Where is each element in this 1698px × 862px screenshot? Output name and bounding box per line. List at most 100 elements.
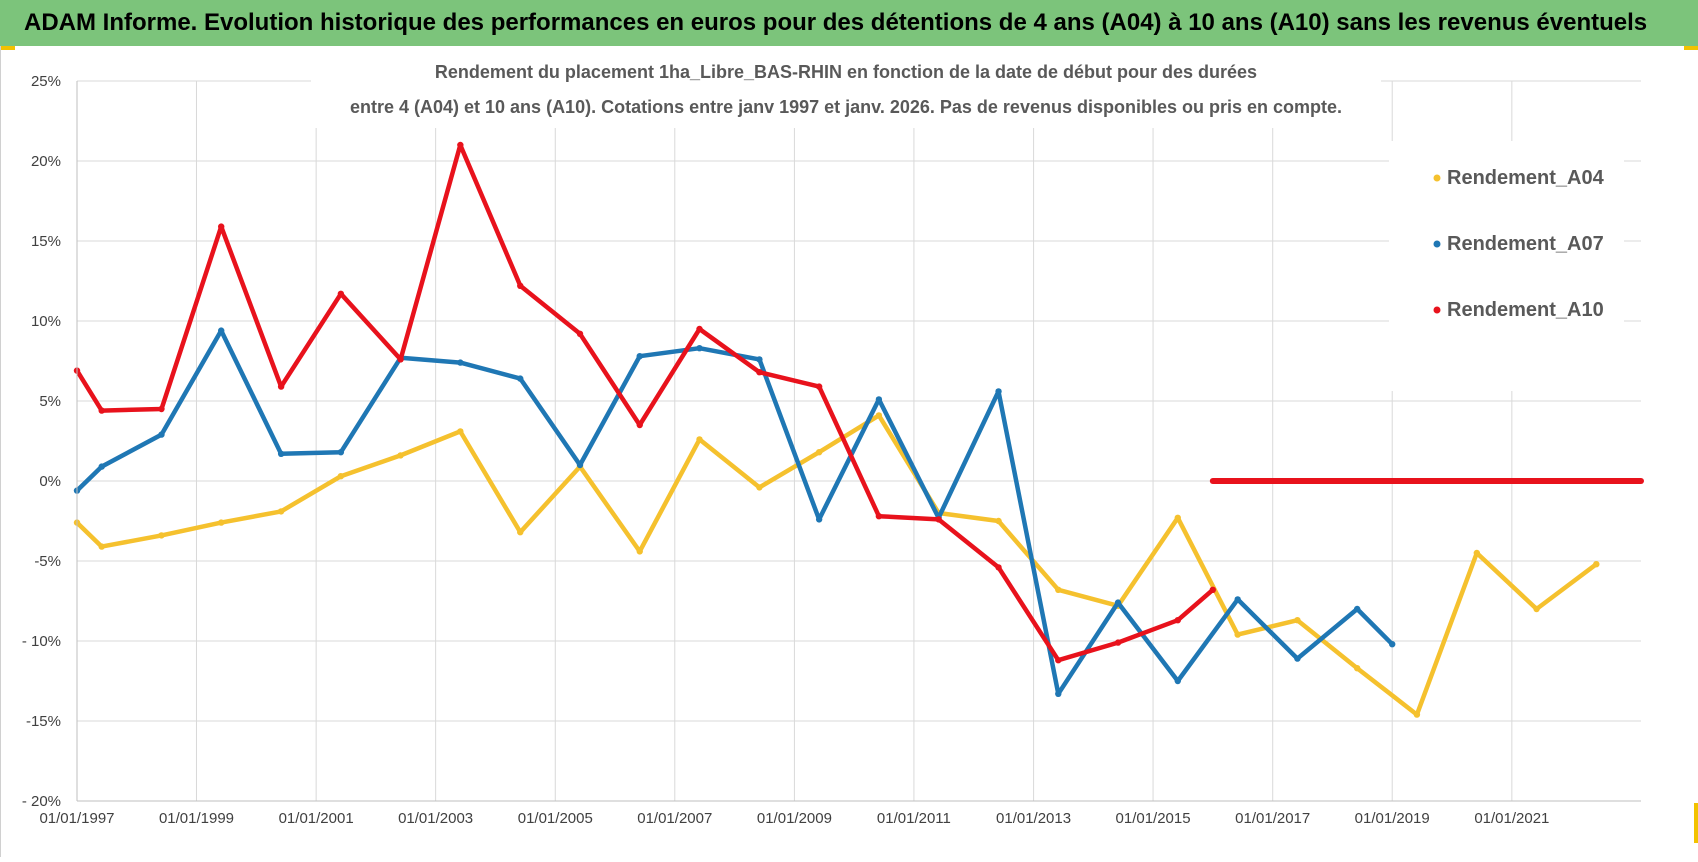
series-lines	[73, 141, 1644, 718]
axes: 25%20%15%10%5%0%-5%- 10%-15%- 20%01/01/1…	[22, 73, 1641, 827]
data-point-rendement-a04	[1413, 711, 1421, 718]
chart-title-line: entre 4 (A04) et 10 ans (A10). Cotations…	[350, 97, 1342, 117]
data-point-rendement-a10	[337, 290, 345, 297]
data-point-rendement-a04	[696, 436, 703, 443]
data-point-rendement-a07	[875, 396, 883, 403]
banner-title: ADAM Informe. Evolution historique des p…	[24, 9, 1648, 36]
data-point-rendement-a07	[576, 461, 584, 469]
data-point-rendement-a04	[875, 412, 883, 419]
x-tick-label: 01/01/1999	[159, 810, 234, 827]
data-point-rendement-a10	[277, 383, 285, 390]
data-point-rendement-a04	[1473, 549, 1481, 557]
data-point-rendement-a10	[935, 516, 942, 523]
data-point-rendement-a07	[995, 388, 1002, 395]
corner-marker-bottom-right	[1694, 803, 1698, 843]
legend-marker	[1433, 174, 1441, 182]
data-point-rendement-a04	[397, 452, 404, 459]
data-point-rendement-a07	[756, 356, 763, 363]
data-point-rendement-a04	[218, 519, 225, 526]
data-point-rendement-a10	[1114, 639, 1122, 646]
y-tick-label: 25%	[31, 73, 61, 90]
data-point-rendement-a10	[756, 369, 763, 376]
legend-marker	[1433, 306, 1441, 314]
chart-title-line: Rendement du placement 1ha_Libre_BAS-RHI…	[435, 62, 1257, 82]
data-point-rendement-a07	[1294, 655, 1301, 662]
data-point-rendement-a10	[815, 383, 823, 390]
data-point-rendement-a10	[98, 407, 105, 414]
data-point-rendement-a07	[1234, 596, 1241, 603]
legend: Rendement_A04 Rendement_A07 Rendement_A10	[1389, 141, 1624, 391]
chart-frame: 25% 20% 15% 10% 5% 0% -5% - 10% -15% - 20% 01/01/1…	[0, 46, 1698, 857]
data-point-rendement-a07	[636, 353, 643, 360]
legend-marker	[1433, 240, 1441, 248]
data-point-rendement-a10	[696, 325, 703, 333]
y-tick-label: -15%	[26, 713, 61, 730]
data-point-rendement-a07	[696, 345, 703, 352]
data-point-rendement-a10	[1174, 617, 1181, 624]
data-point-rendement-a04	[457, 428, 464, 435]
y-tick-label: 0%	[39, 473, 61, 490]
x-tick-label: 01/01/2019	[1355, 810, 1430, 827]
corner-marker-top-left	[1, 46, 15, 50]
series-line-rendement-a07	[74, 328, 1395, 697]
legend-label: Rendement_A04	[1447, 167, 1605, 189]
x-tick-label: 01/01/2001	[279, 810, 354, 827]
data-point-rendement-a04	[636, 548, 643, 555]
data-point-rendement-a10	[457, 141, 464, 149]
data-point-rendement-a04	[1353, 665, 1361, 672]
data-point-rendement-a10	[1055, 657, 1062, 664]
data-point-rendement-a04	[815, 449, 823, 456]
y-tick-label: 10%	[31, 313, 61, 330]
data-point-rendement-a07	[98, 463, 105, 470]
data-point-rendement-a10	[995, 564, 1002, 571]
data-point-rendement-a04	[1294, 617, 1301, 624]
data-point-rendement-a04	[98, 543, 105, 550]
x-tick-label: 01/01/2005	[518, 810, 593, 827]
data-point-rendement-a07	[1055, 690, 1062, 697]
data-point-rendement-a10	[158, 405, 165, 413]
data-point-rendement-a04	[1174, 514, 1181, 521]
series-line-rendement-a10	[74, 142, 1216, 663]
data-point-rendement-a07	[1389, 641, 1396, 648]
chart-title: Rendement du placement 1ha_Libre_BAS-RHI…	[311, 56, 1381, 128]
data-point-rendement-a10	[576, 330, 584, 337]
y-tick-label: - 10%	[22, 633, 61, 650]
data-point-rendement-a10	[1209, 586, 1217, 593]
x-tick-label: 01/01/2009	[757, 810, 832, 827]
x-tick-label: 01/01/2003	[398, 810, 473, 827]
y-tick-label: -5%	[34, 553, 61, 570]
x-tick-label: 01/01/2021	[1474, 810, 1549, 827]
data-point-rendement-a10	[636, 421, 643, 429]
x-tick-label: 01/01/2015	[1116, 810, 1191, 827]
data-point-rendement-a07	[457, 359, 464, 366]
corner-marker-top-right	[1684, 46, 1698, 50]
data-point-rendement-a04	[337, 473, 345, 480]
legend-label: Rendement_A10	[1447, 299, 1604, 321]
data-point-rendement-a07	[1114, 599, 1122, 606]
data-point-rendement-a04	[995, 517, 1002, 525]
data-point-rendement-a04	[1055, 586, 1062, 593]
x-tick-label: 01/01/2013	[996, 810, 1071, 827]
series-line-rendement-a04	[74, 413, 1599, 717]
x-tick-label: 01/01/1997	[39, 810, 114, 827]
data-point-rendement-a07	[1174, 677, 1181, 685]
y-tick-label: 5%	[39, 393, 61, 410]
data-point-rendement-a10	[397, 356, 404, 363]
x-tick-label: 01/01/2007	[637, 810, 712, 827]
data-point-rendement-a04	[1533, 605, 1540, 613]
chart-title-background	[311, 56, 1381, 128]
data-point-rendement-a07	[1353, 605, 1361, 613]
data-point-rendement-a07	[158, 431, 165, 438]
y-tick-label: 20%	[31, 153, 61, 170]
data-point-rendement-a04	[277, 508, 285, 515]
data-point-rendement-a07	[218, 327, 225, 334]
report-banner: ADAM Informe. Evolution historique des p…	[0, 0, 1698, 46]
data-point-rendement-a10	[218, 223, 225, 230]
line-chart: 25%20%15%10%5%0%-5%- 10%-15%- 20%01/01/1…	[22, 56, 1644, 827]
data-point-rendement-a07	[815, 516, 823, 523]
data-point-rendement-a07	[337, 449, 345, 456]
y-tick-label: - 20%	[22, 793, 61, 810]
x-tick-label: 01/01/2011	[877, 810, 951, 827]
legend-background	[1389, 141, 1624, 391]
data-point-rendement-a07	[517, 375, 524, 382]
